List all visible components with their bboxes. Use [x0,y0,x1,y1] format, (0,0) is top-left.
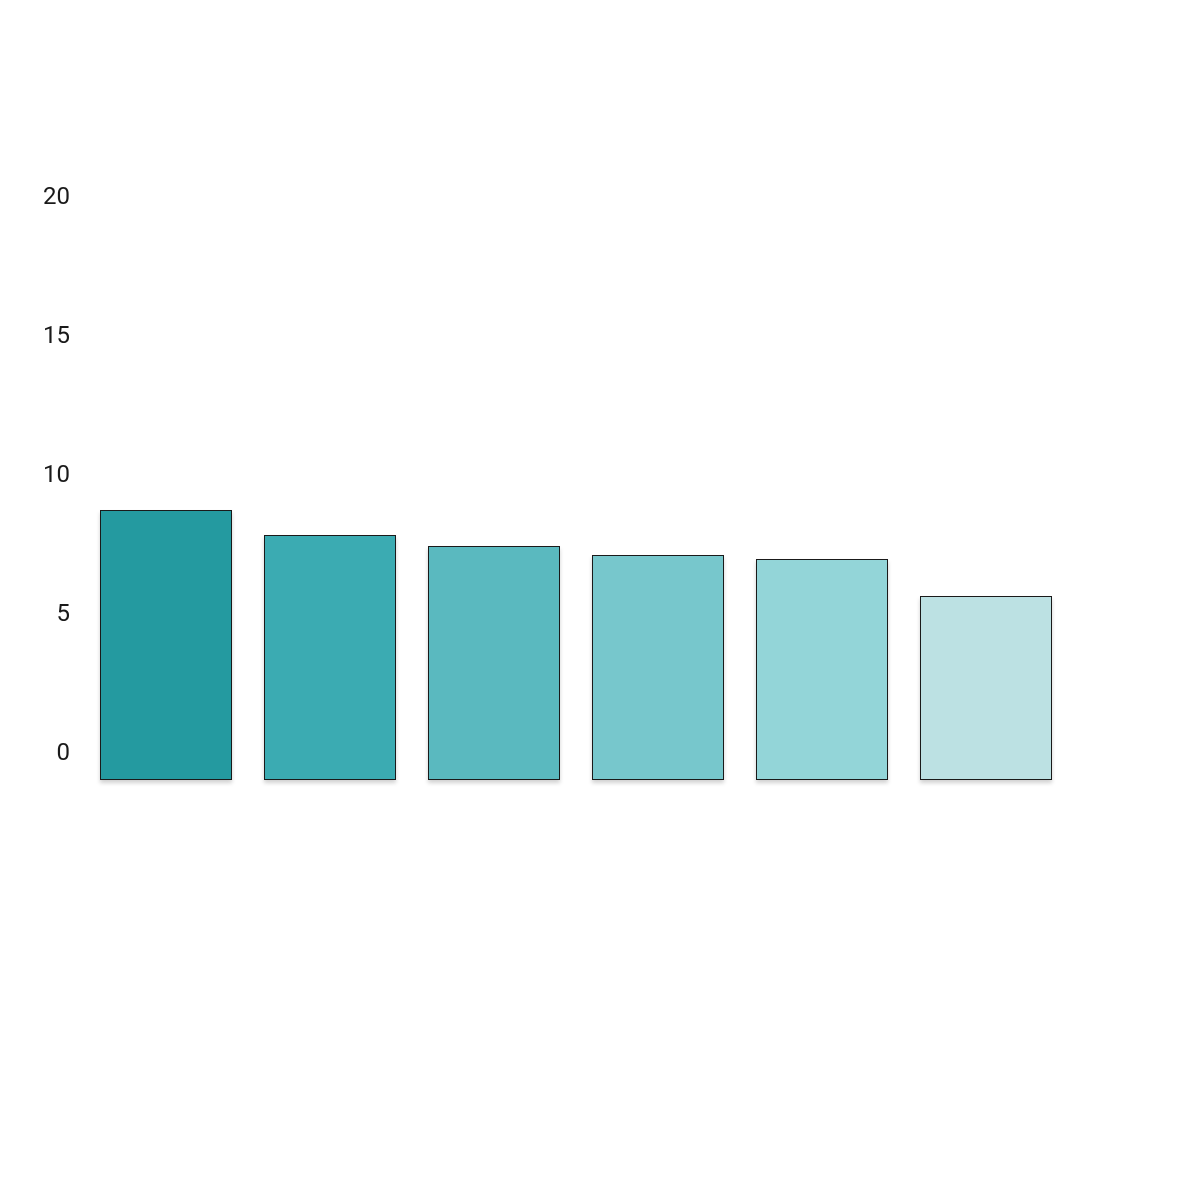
bar [428,546,560,780]
y-tick-label: 0 [57,738,101,766]
bars-container [100,182,1055,780]
y-tick-label: 15 [43,321,100,349]
bar [592,555,724,780]
bar [756,559,888,780]
bar [264,535,396,780]
bar [920,596,1052,780]
plot-area: 05101520 [100,182,1055,780]
y-tick-label: 5 [57,599,101,627]
bar [100,510,232,780]
y-tick-label: 10 [43,460,100,488]
bar-chart: 0 5 10 15 20 [0,0,1182,1182]
y-tick-label: 20 [43,182,100,210]
